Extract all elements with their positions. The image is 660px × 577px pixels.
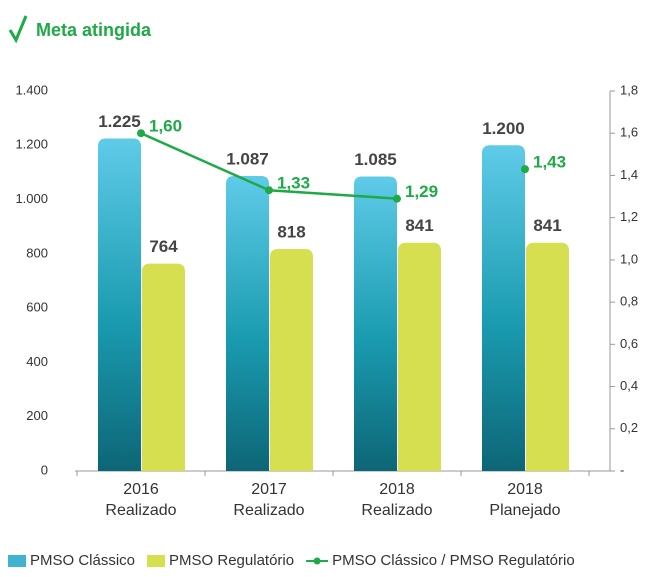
legend-label: PMSO Clássico: [30, 552, 135, 569]
data-label: 841: [405, 216, 433, 235]
check-icon: [8, 15, 28, 44]
y-tick-label: 800: [26, 245, 48, 260]
line: [141, 133, 525, 198]
y2-tick-label: 0,8: [620, 294, 638, 309]
x-tick-label: Realizado: [105, 502, 176, 519]
line-point: [137, 129, 145, 138]
data-label: 1.085: [354, 150, 397, 169]
y2-tick-label: 1,2: [620, 209, 638, 224]
data-label: 818: [277, 222, 305, 241]
bar: [526, 242, 569, 471]
y-tick-label: 0: [41, 462, 48, 477]
bar: [142, 263, 185, 471]
y2-tick-label: -: [620, 462, 624, 477]
data-label: 1,33: [277, 174, 310, 193]
y-tick-label: 600: [26, 300, 48, 315]
line-point: [521, 165, 529, 174]
bar: [270, 248, 313, 471]
y2-tick-label: 1,4: [620, 167, 638, 182]
x-tick-label: 2017: [251, 481, 287, 498]
bar: [482, 145, 525, 472]
data-label: 1.087: [226, 149, 269, 168]
y2-tick-label: 1,0: [620, 251, 638, 266]
x-tick-label: 2016: [123, 481, 159, 498]
line-point: [393, 194, 401, 203]
data-label: 1.200: [482, 119, 525, 138]
data-label: 1,43: [533, 153, 566, 172]
data-label: 841: [533, 216, 561, 235]
bar: [398, 242, 441, 471]
bar: [354, 176, 397, 471]
line-point: [265, 186, 273, 195]
y-tick-label: 1.400: [15, 82, 48, 97]
y2-tick-label: 0,2: [620, 420, 638, 435]
legend-marker: [313, 557, 321, 565]
legend-swatch: [147, 555, 166, 567]
x-tick-label: 2018: [379, 481, 415, 498]
y2-tick-label: 1,6: [620, 125, 638, 140]
y-tick-label: 400: [26, 354, 48, 369]
legend-label: PMSO Clássico / PMSO Regulatório: [332, 552, 575, 569]
y2-tick-label: 0,4: [620, 378, 638, 393]
bar: [98, 138, 141, 471]
y-tick-label: 200: [26, 408, 48, 423]
header-title: Meta atingida: [36, 20, 152, 40]
data-label: 764: [149, 237, 178, 256]
x-tick-label: Planejado: [489, 502, 560, 519]
y-tick-label: 1.200: [15, 137, 48, 152]
legend-label: PMSO Regulatório: [169, 552, 294, 569]
x-tick-label: Realizado: [233, 502, 304, 519]
legend-swatch: [8, 555, 26, 567]
y-tick-label: 1.000: [15, 191, 48, 206]
x-tick-label: Realizado: [361, 502, 432, 519]
y2-tick-label: 1,8: [620, 82, 638, 97]
data-label: 1.225: [98, 112, 141, 131]
x-tick-label: 2018: [507, 481, 543, 498]
data-label: 1,29: [405, 182, 438, 201]
bar: [226, 175, 269, 471]
y2-tick-label: 0,6: [620, 336, 638, 351]
data-label: 1,60: [149, 117, 182, 136]
